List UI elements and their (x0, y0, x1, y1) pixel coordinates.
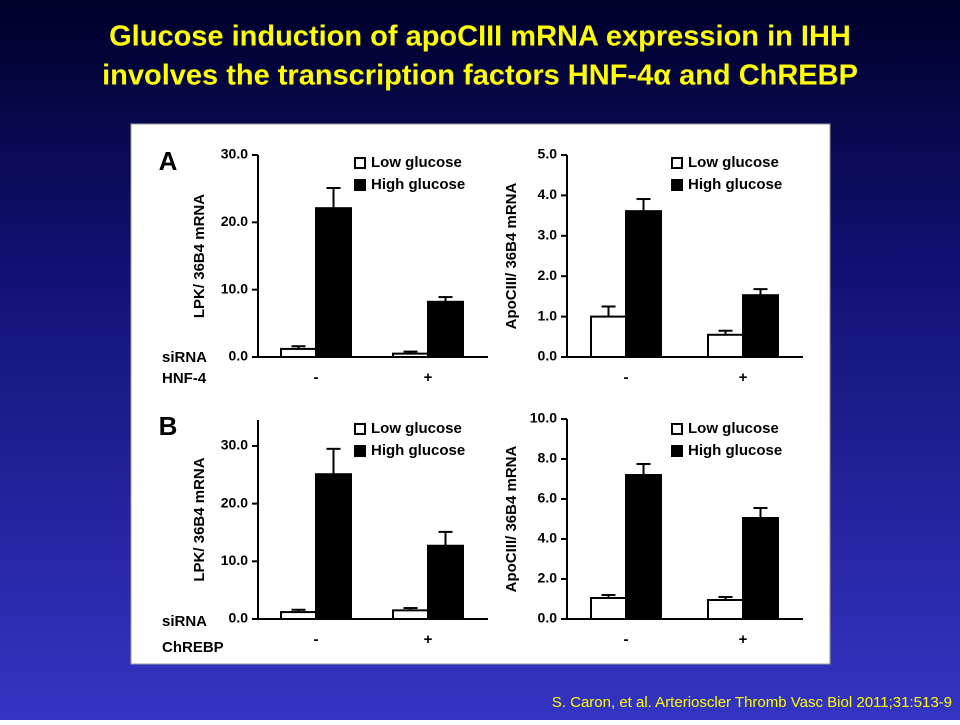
bar (427, 300, 464, 358)
legend-swatch (354, 179, 366, 191)
slide-title: Glucose induction of apoCIII mRNA expres… (109, 21, 851, 53)
legend-label: High glucose (371, 442, 465, 459)
x-axis-label: siRNA (162, 613, 207, 630)
y-tick-label: 4.0 (538, 186, 558, 202)
y-tick-label: 4.0 (538, 530, 558, 546)
bar (590, 315, 627, 359)
bar (742, 517, 779, 620)
y-tick-label: 6.0 (538, 490, 558, 506)
bar (427, 544, 464, 621)
legend-swatch (354, 445, 366, 457)
legend-swatch (671, 445, 683, 457)
y-tick-label: 3.0 (538, 227, 558, 243)
bar (590, 597, 627, 620)
y-tick-label: 0.0 (538, 610, 558, 626)
bar (707, 599, 744, 620)
x-tick-label: + (739, 631, 748, 648)
x-axis-label: siRNA (162, 349, 207, 366)
y-tick-label: 8.0 (538, 450, 558, 466)
panel-letter: B (159, 411, 178, 441)
y-tick-label: 2.0 (538, 267, 558, 283)
bar (392, 609, 429, 621)
legend-label: Low glucose (371, 154, 462, 171)
x-tick-label: + (424, 631, 433, 648)
x-axis-label: HNF-4 (162, 370, 207, 387)
citation: S. Caron, et al. Arterioscler Thromb Vas… (552, 694, 952, 711)
bar (742, 294, 779, 358)
y-tick-label: 0.0 (229, 610, 249, 626)
y-tick-label: 10.0 (221, 280, 248, 296)
bar (625, 474, 662, 620)
legend-swatch (354, 423, 366, 435)
y-tick-label: 0.0 (229, 348, 249, 364)
slide-title: involves the transcription factors HNF-4… (102, 60, 858, 92)
legend-label: High glucose (688, 442, 782, 459)
y-tick-label: 10.0 (221, 552, 248, 568)
y-tick-label: 5.0 (538, 146, 558, 162)
y-axis-label: LPK/ 36B4 mRNA (191, 194, 208, 318)
figure-panel (130, 123, 831, 665)
y-tick-label: 30.0 (221, 146, 248, 162)
bar (315, 473, 352, 620)
y-tick-label: 20.0 (221, 494, 248, 510)
bar (707, 333, 744, 358)
y-axis-label: LPK/ 36B4 mRNA (191, 457, 208, 581)
x-tick-label: - (314, 631, 319, 648)
bar (280, 347, 317, 359)
legend-swatch (354, 157, 366, 169)
legend-label: Low glucose (688, 154, 779, 171)
y-tick-label: 30.0 (221, 437, 248, 453)
legend-label: High glucose (371, 176, 465, 193)
legend-swatch (671, 423, 683, 435)
x-tick-label: + (424, 369, 433, 386)
legend-label: Low glucose (688, 420, 779, 437)
y-tick-label: 1.0 (538, 307, 558, 323)
legend-swatch (671, 179, 683, 191)
panel-letter: A (159, 146, 178, 176)
y-tick-label: 2.0 (538, 570, 558, 586)
bar (280, 611, 317, 620)
bar (315, 207, 352, 358)
legend-swatch (671, 157, 683, 169)
x-tick-label: - (624, 631, 629, 648)
legend-label: Low glucose (371, 420, 462, 437)
bar (625, 210, 662, 358)
x-tick-label: - (624, 369, 629, 386)
x-axis-label: ChREBP (162, 639, 224, 656)
y-axis-label: ApoCIII/ 36B4 mRNA (503, 445, 520, 592)
x-tick-label: - (314, 369, 319, 386)
legend-label: High glucose (688, 176, 782, 193)
y-axis-label: ApoCIII/ 36B4 mRNA (503, 182, 520, 329)
x-tick-label: + (739, 369, 748, 386)
y-tick-label: 0.0 (538, 348, 558, 364)
bar (392, 352, 429, 358)
y-tick-label: 20.0 (221, 213, 248, 229)
y-tick-label: 10.0 (530, 410, 557, 426)
